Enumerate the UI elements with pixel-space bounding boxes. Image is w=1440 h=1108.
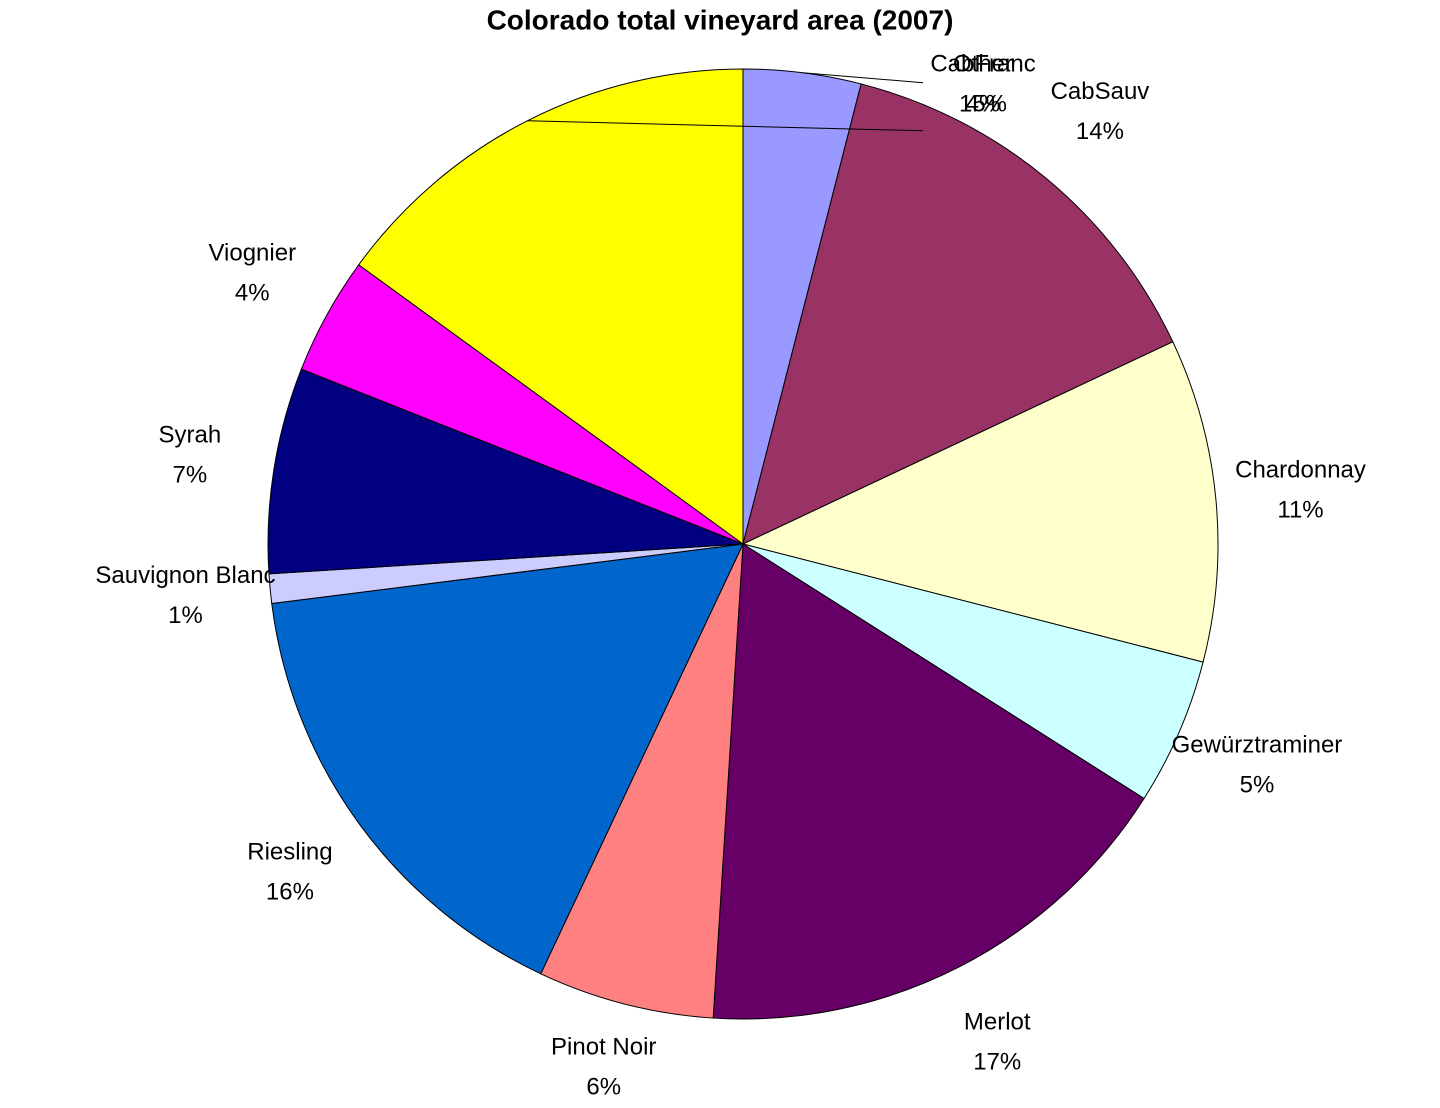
slice-label: Other <box>953 50 1013 77</box>
slice-value-label: 5% <box>1240 772 1275 799</box>
slice-value-label: 17% <box>973 1048 1021 1075</box>
slice-label: CabFranc <box>930 50 1035 77</box>
pie-slice <box>741 341 1219 663</box>
slice-label: Merlot <box>964 1008 1031 1035</box>
slice-value-label: 6% <box>586 1073 621 1100</box>
slice-label: Syrah <box>159 422 222 449</box>
pie-slice <box>742 83 1174 545</box>
slice-label: Gewürztraminer <box>1172 732 1343 759</box>
slice-label: Chardonnay <box>1235 457 1366 484</box>
slice-value-label: 7% <box>173 462 208 489</box>
pie-slice <box>540 543 744 1019</box>
slice-label: Riesling <box>247 839 332 866</box>
leader-line <box>802 72 924 84</box>
slice-label: Viognier <box>208 240 296 267</box>
slice-value-label: 16% <box>266 879 314 906</box>
pie-slice <box>712 543 1145 1020</box>
slice-value-label: 1% <box>168 602 203 629</box>
pie-slice <box>271 543 744 975</box>
slice-value-label: 4% <box>235 280 270 307</box>
slice-value-label: 4% <box>966 90 1001 117</box>
slice-value-label: 11% <box>1277 497 1323 524</box>
leader-line <box>527 120 924 132</box>
slice-value-label: 14% <box>1076 118 1124 145</box>
slice-label: CabSauv <box>1051 78 1150 105</box>
slice-label: Sauvignon Blanc <box>95 562 275 589</box>
slice-label: Pinot Noir <box>551 1033 656 1060</box>
slice-value-label: 15% <box>959 90 1007 117</box>
chart-title: Colorado total vineyard area (2007) <box>487 4 954 35</box>
pie-slice <box>742 543 1204 800</box>
pie-slice <box>267 368 744 575</box>
